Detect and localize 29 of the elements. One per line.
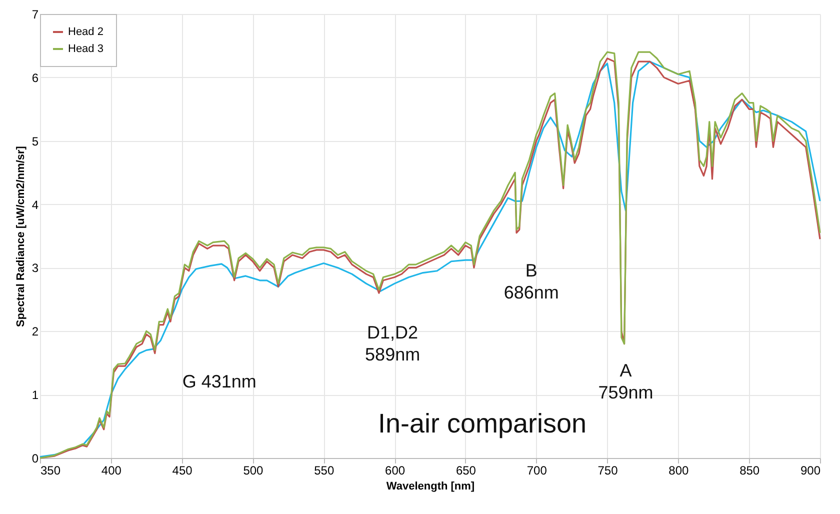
x-tick-label: 600 — [385, 464, 406, 478]
legend-label: Head 2 — [68, 26, 104, 38]
y-tick-label: 0 — [32, 452, 39, 466]
x-tick-label: 650 — [456, 464, 476, 478]
y-tick-label: 3 — [32, 261, 39, 276]
annotation: In-air comparison — [378, 408, 587, 439]
y-tick-label: 6 — [32, 70, 39, 85]
x-tick-label: 750 — [598, 464, 618, 478]
x-tick-label: 400 — [101, 464, 122, 478]
x-tick-label: 350 — [40, 464, 61, 478]
annotation: A 759nm — [598, 360, 654, 402]
y-tick-label: 1 — [32, 388, 39, 402]
x-tick-label: 850 — [740, 464, 760, 478]
x-axis-title: Wavelength [nm] — [386, 480, 475, 492]
y-tick-label: 5 — [32, 134, 39, 148]
x-tick-label: 900 — [800, 464, 821, 478]
y-tick-label: 7 — [32, 8, 39, 22]
x-tick-label: 800 — [668, 464, 690, 478]
y-axis-title: Spectral Radiance [uW/cm2/nm/sr] — [14, 146, 27, 327]
annotation: D1,D2 589nm — [365, 322, 420, 365]
y-tick-label: 4 — [32, 198, 39, 212]
x-tick-label: 500 — [243, 464, 264, 478]
x-tick-label: 550 — [314, 464, 334, 478]
y-tick-label: 2 — [32, 324, 39, 339]
annotation: B 686nm — [504, 260, 559, 303]
x-tick-label: 450 — [172, 464, 193, 478]
x-tick-label: 700 — [526, 464, 548, 478]
annotation: G 431nm — [182, 372, 256, 392]
legend-label: Head 3 — [68, 43, 104, 55]
